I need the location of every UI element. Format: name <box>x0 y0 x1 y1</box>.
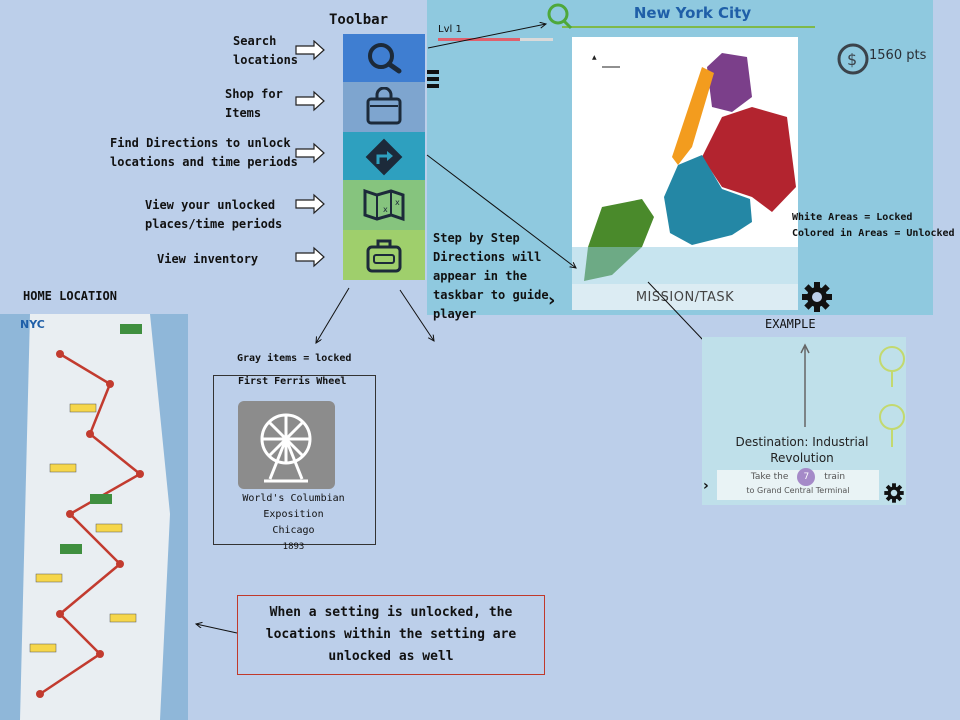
svg-text:$: $ <box>847 50 857 69</box>
points-value: 1560 pts <box>869 48 927 63</box>
arrow-right-icon <box>295 90 325 112</box>
item-name: First Ferris Wheel <box>238 376 347 387</box>
arrow-right-icon <box>295 193 325 215</box>
map-logo: NYC <box>20 318 45 331</box>
coin-icon: $ <box>837 43 869 75</box>
example-title: EXAMPLE <box>765 317 816 331</box>
title-bar <box>547 3 815 30</box>
ferris-wheel-icon <box>260 413 312 483</box>
instr-post: train <box>824 472 846 482</box>
train-badge: 7 <box>797 468 816 486</box>
home-location-title: HOME LOCATION <box>23 289 117 303</box>
city-title: New York City <box>633 4 752 22</box>
chevron-right-icon[interactable]: › <box>548 290 556 311</box>
example-destination: Destination: Industrial Revolution <box>735 435 869 465</box>
bronx-region <box>707 53 752 112</box>
step-directions-note: Step by Step Directions will appear in t… <box>433 231 549 321</box>
svg-text:x: x <box>395 198 400 207</box>
water <box>572 37 682 160</box>
unlocked-places-description: View your unlocked places/time periods <box>145 198 283 231</box>
ferris-wheel-image <box>238 401 335 489</box>
arrow-right-icon <box>295 40 325 61</box>
instr-line2: to Grand Central Terminal <box>746 486 850 495</box>
locked-caption: Gray items = locked <box>237 353 352 364</box>
brooklyn-region <box>664 155 752 245</box>
menu-icon[interactable] <box>427 70 439 88</box>
instr-pre: Take the <box>750 472 789 482</box>
svg-text:▲: ▲ <box>592 54 597 61</box>
unlocked-places-button[interactable]: x x <box>343 180 425 230</box>
chevron-right-icon[interactable]: › <box>703 478 709 494</box>
arrow-right-icon <box>295 142 325 164</box>
shop-button[interactable] <box>343 82 425 132</box>
manhattan-region <box>672 67 714 165</box>
queens-region <box>702 107 796 212</box>
example-task-bar[interactable]: Take the 7 train to Grand Central Termin… <box>717 468 879 500</box>
level-label: Lvl 1 <box>438 24 462 35</box>
luggage-icon <box>366 239 402 273</box>
gear-icon[interactable] <box>883 482 905 504</box>
arrow-right-icon <box>295 246 325 268</box>
map-icon: x x <box>363 188 405 222</box>
item-description: World's Columbian Exposition Chicago 189… <box>242 493 345 552</box>
directions-icon <box>365 138 403 176</box>
map-legend: White Areas = Locked Colored in Areas = … <box>792 212 955 239</box>
gear-icon[interactable] <box>800 280 834 314</box>
search-icon <box>547 3 573 30</box>
search-icon <box>368 43 402 74</box>
inventory-description: View inventory <box>157 252 259 266</box>
shopping-bag-icon <box>366 87 402 125</box>
search-description: Search locations <box>233 34 299 67</box>
directions-description: Find Directions to unlock locations and t… <box>110 136 298 169</box>
nyc-borough-map[interactable]: ▲ <box>572 37 798 285</box>
home-location-map[interactable]: NYC <box>0 314 188 720</box>
unlock-note: When a setting is unlocked, the location… <box>237 595 545 675</box>
directions-button[interactable] <box>343 132 425 182</box>
search-button[interactable] <box>343 34 425 84</box>
level-progress-fill <box>438 38 520 41</box>
mission-task-bar[interactable]: MISSION/TASK <box>572 284 798 310</box>
shop-description: Shop for Items <box>225 87 283 120</box>
toolbar-title: Toolbar <box>329 12 389 28</box>
svg-text:x: x <box>383 205 388 214</box>
toolbar-pointer-arrows <box>295 40 325 268</box>
inventory-button[interactable] <box>343 230 425 280</box>
